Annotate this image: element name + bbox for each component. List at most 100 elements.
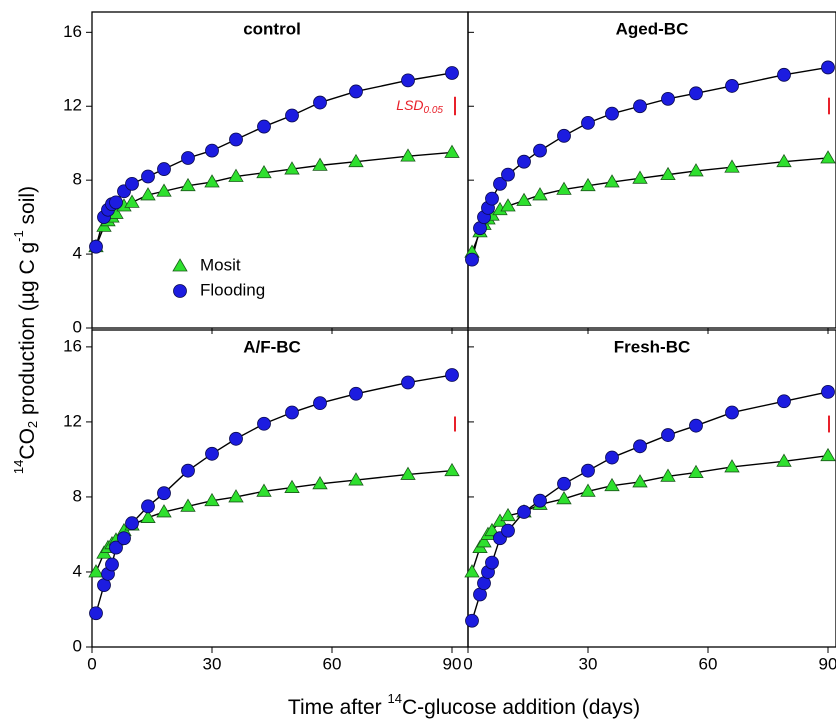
y-label-sup: 14 — [11, 460, 26, 474]
marker-circle — [777, 67, 791, 82]
x-axis-label: Time after 14C-glucose addition (days) — [288, 691, 640, 718]
panel-title: Aged-BC — [616, 19, 689, 38]
y-tick-label: 12 — [63, 411, 82, 430]
fit-curve — [95, 374, 453, 614]
marker-triangle — [604, 174, 620, 188]
marker-triangle — [464, 564, 480, 578]
panel-title: Fresh-BC — [614, 337, 691, 356]
y-tick-label: 0 — [73, 636, 82, 655]
marker-circle — [401, 73, 415, 88]
y-tick-label: 4 — [73, 244, 82, 263]
marker-triangle — [776, 153, 792, 168]
legend-marker — [172, 258, 188, 272]
marker-circle — [125, 176, 139, 191]
marker-triangle — [500, 198, 516, 212]
y-tick-label: 8 — [73, 170, 82, 189]
marker-circle — [257, 119, 271, 134]
lsd-subscript: 0.05 — [424, 105, 444, 116]
marker-triangle — [632, 474, 648, 488]
marker-triangle — [256, 483, 272, 497]
marker-triangle — [284, 479, 300, 493]
marker-triangle — [580, 483, 596, 497]
marker-triangle — [516, 192, 532, 206]
marker-triangle — [156, 183, 172, 197]
marker-circle — [485, 555, 499, 570]
marker-circle — [493, 176, 507, 191]
marker-triangle — [724, 159, 740, 173]
marker-circle — [229, 431, 243, 446]
x-tick-label: 90 — [819, 654, 836, 673]
marker-circle — [349, 84, 363, 99]
marker-circle — [117, 531, 131, 546]
marker-triangle — [312, 157, 328, 171]
x-tick-label: 30 — [579, 654, 598, 673]
x-tick-label: 90 — [443, 654, 462, 673]
marker-triangle — [256, 164, 272, 179]
marker-triangle — [688, 163, 704, 177]
marker-triangle — [284, 161, 300, 175]
marker-triangle — [604, 477, 620, 492]
marker-triangle — [88, 564, 104, 578]
marker-circle — [157, 162, 171, 176]
marker-circle — [485, 191, 499, 206]
marker-triangle — [140, 509, 156, 523]
marker-triangle — [660, 166, 676, 181]
marker-triangle — [400, 148, 416, 162]
marker-triangle — [556, 181, 572, 195]
marker-triangle — [444, 144, 460, 158]
marker-circle — [777, 394, 791, 409]
legend-label: Mosit — [200, 255, 241, 274]
marker-triangle — [532, 187, 548, 201]
y-label-sup: -1 — [11, 230, 26, 242]
marker-triangle — [348, 153, 364, 168]
panel-title: A/F-BC — [243, 337, 301, 356]
marker-circle — [661, 428, 675, 442]
marker-circle — [285, 108, 299, 123]
marker-circle — [349, 386, 363, 401]
marker-circle — [401, 375, 415, 390]
marker-circle — [205, 143, 219, 158]
marker-triangle — [312, 476, 328, 490]
marker-triangle — [124, 194, 140, 208]
marker-triangle — [400, 466, 416, 480]
marker-circle — [257, 416, 271, 431]
marker-circle — [89, 606, 103, 621]
plot-frame — [467, 11, 836, 329]
marker-triangle — [156, 504, 172, 518]
marker-triangle — [688, 464, 704, 478]
marker-circle — [533, 493, 547, 508]
marker-circle — [141, 499, 155, 514]
y-tick-label: 12 — [63, 96, 82, 115]
marker-circle — [605, 106, 619, 121]
lsd-text: LSD — [396, 97, 423, 113]
x-tick-label: 0 — [463, 654, 472, 673]
marker-circle — [533, 143, 547, 158]
marker-circle — [445, 66, 459, 80]
marker-circle — [633, 439, 647, 454]
marker-triangle — [476, 534, 492, 548]
marker-triangle — [204, 174, 220, 188]
marker-circle — [821, 60, 835, 75]
marker-circle — [313, 95, 327, 110]
marker-circle — [105, 557, 119, 572]
marker-circle — [821, 384, 835, 399]
y-tick-label: 16 — [63, 336, 82, 355]
marker-circle — [181, 151, 195, 165]
plot-frame — [467, 329, 836, 648]
marker-triangle — [228, 168, 244, 182]
marker-circle — [141, 169, 155, 184]
y-tick-label: 16 — [63, 22, 82, 41]
marker-circle — [689, 418, 703, 433]
marker-circle — [157, 486, 171, 501]
marker-circle — [445, 368, 459, 382]
x-tick-label: 60 — [699, 654, 718, 673]
marker-circle — [465, 252, 479, 267]
y-tick-label: 4 — [73, 561, 82, 580]
marker-circle — [661, 91, 675, 106]
marker-circle — [109, 540, 123, 555]
marker-triangle — [204, 492, 220, 507]
y-tick-label: 0 — [73, 317, 82, 336]
marker-triangle — [556, 491, 572, 505]
